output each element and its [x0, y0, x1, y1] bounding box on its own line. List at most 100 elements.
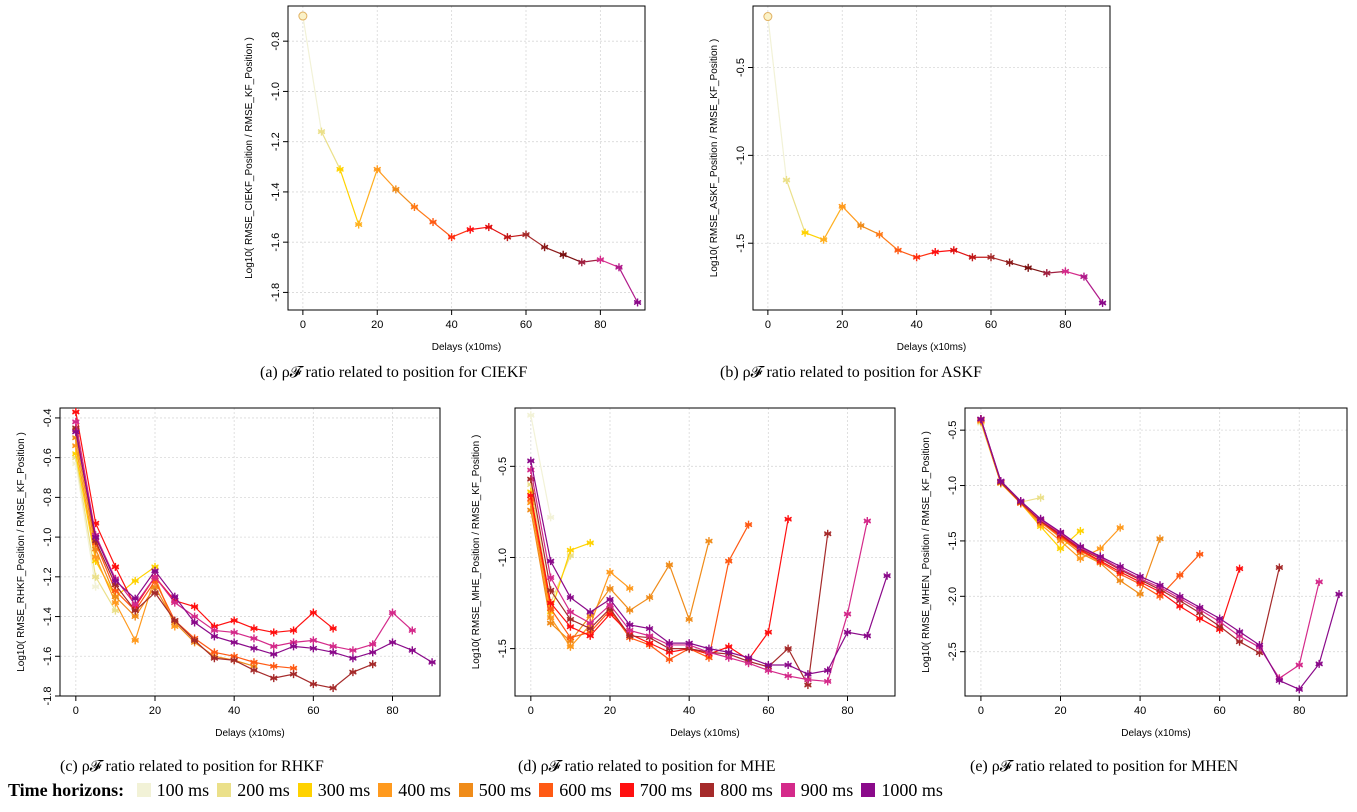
data-point — [724, 642, 733, 651]
data-point — [1335, 590, 1343, 599]
data-point — [72, 407, 80, 416]
data-point — [91, 533, 100, 542]
x-axis-label: Delays (x10ms) — [215, 728, 284, 739]
data-point — [368, 640, 377, 649]
data-point — [309, 636, 318, 645]
plot-frame — [964, 407, 1348, 697]
y-tick-label: -0.5 — [497, 457, 509, 476]
x-tick-label: 80 — [1059, 319, 1071, 331]
data-point — [91, 572, 100, 581]
data-point — [1076, 554, 1085, 563]
data-point — [1255, 641, 1264, 650]
data-point — [987, 253, 995, 262]
data-point — [744, 653, 753, 662]
data-point — [269, 662, 278, 671]
data-point — [289, 670, 298, 679]
data-point — [801, 228, 809, 237]
grid — [753, 6, 1110, 310]
data-point — [151, 572, 159, 581]
series-segment — [395, 188, 415, 208]
data-point — [250, 644, 258, 653]
data-point — [329, 642, 337, 651]
data-point — [1061, 267, 1070, 276]
data-point — [250, 634, 258, 643]
legend-item: 600 ms — [539, 780, 612, 801]
x-tick-label: 60 — [520, 319, 532, 331]
data-point — [1098, 298, 1107, 307]
data-point — [546, 599, 555, 608]
y-tick-label: -0.5 — [735, 58, 747, 77]
y-tick-label: -0.4 — [42, 408, 54, 427]
data-point — [724, 648, 733, 657]
data-point — [1036, 514, 1045, 523]
x-tick-label: 60 — [1214, 705, 1226, 717]
legend-label: 1000 ms — [881, 780, 943, 800]
series-segment — [339, 169, 360, 225]
data-point — [1156, 581, 1164, 590]
data-point — [1136, 590, 1144, 599]
plot-frame — [59, 407, 441, 697]
data-point — [250, 666, 258, 675]
series-line — [530, 495, 789, 661]
data-layer — [763, 12, 1107, 307]
data-layer — [977, 415, 1343, 694]
x-tick-label: 20 — [604, 705, 616, 717]
y-tick-label: -1.2 — [270, 132, 282, 151]
legend-label: 400 ms — [398, 780, 451, 800]
data-point — [823, 677, 832, 686]
data-point — [1195, 550, 1204, 559]
data-point — [764, 666, 773, 675]
data-point — [894, 246, 902, 255]
caption-e: (e) ρ𝓕 ratio related to position for MHE… — [970, 758, 1239, 775]
y-axis: -0.5 -1.0 -1.5 — [497, 457, 515, 658]
data-point — [764, 661, 773, 670]
y-tick-label: -1.2 — [42, 567, 54, 586]
data-point — [540, 243, 549, 252]
data-point — [298, 11, 308, 21]
legend-items: 100 ms 200 ms 300 ms 400 ms 500 ms 600 ms 700 … — [129, 780, 943, 800]
data-point — [1016, 497, 1025, 506]
data-point — [368, 660, 377, 669]
data-point — [250, 624, 258, 633]
x-tick-label: 80 — [1293, 705, 1305, 717]
x-tick-label: 40 — [911, 319, 923, 331]
plot-frame — [752, 5, 1111, 311]
chart-b: 0 20 40 60 80 Delays (x10ms) -0.5 -1.0 -1.5 Log10… — [709, 5, 1111, 353]
series-line — [980, 421, 1081, 550]
time-horizons-legend: Time horizons: 100 ms 200 ms 300 ms 400 ms 5… — [8, 780, 1353, 801]
data-point — [1042, 269, 1051, 278]
data-point — [546, 513, 555, 522]
legend-swatch — [378, 783, 393, 797]
data-point — [784, 671, 792, 680]
data-point — [1195, 603, 1204, 612]
y-tick-label: -1.0 — [947, 476, 959, 495]
data-point — [408, 646, 417, 655]
data-point — [522, 230, 530, 239]
y-axis: -0.8 -1.0 -1.2 -1.4 -1.6 -1.8 — [270, 32, 288, 302]
data-point — [210, 632, 219, 641]
legend-item: 800 ms — [700, 780, 773, 801]
data-point — [546, 573, 555, 582]
series-line — [530, 478, 829, 687]
series-segment — [320, 131, 341, 170]
legend-item: 200 ms — [217, 780, 290, 801]
data-point — [210, 654, 219, 663]
series-segment — [916, 251, 936, 258]
data-point — [1096, 544, 1105, 553]
series-segment — [302, 15, 323, 132]
series-line — [980, 420, 1161, 596]
x-axis: 0 20 40 60 80 — [528, 696, 854, 717]
data-point — [685, 639, 693, 648]
data-point — [230, 616, 238, 625]
data-point — [843, 609, 852, 618]
legend-swatch — [700, 783, 715, 797]
legend-swatch — [136, 783, 151, 797]
series-segment — [990, 256, 1010, 264]
x-axis: 0 20 40 60 80 — [73, 696, 399, 717]
data-point — [566, 608, 575, 617]
series-segment — [1065, 270, 1085, 278]
data-point — [838, 202, 847, 211]
legend-swatch — [861, 783, 876, 797]
data-point — [368, 648, 377, 657]
data-point — [269, 650, 278, 659]
